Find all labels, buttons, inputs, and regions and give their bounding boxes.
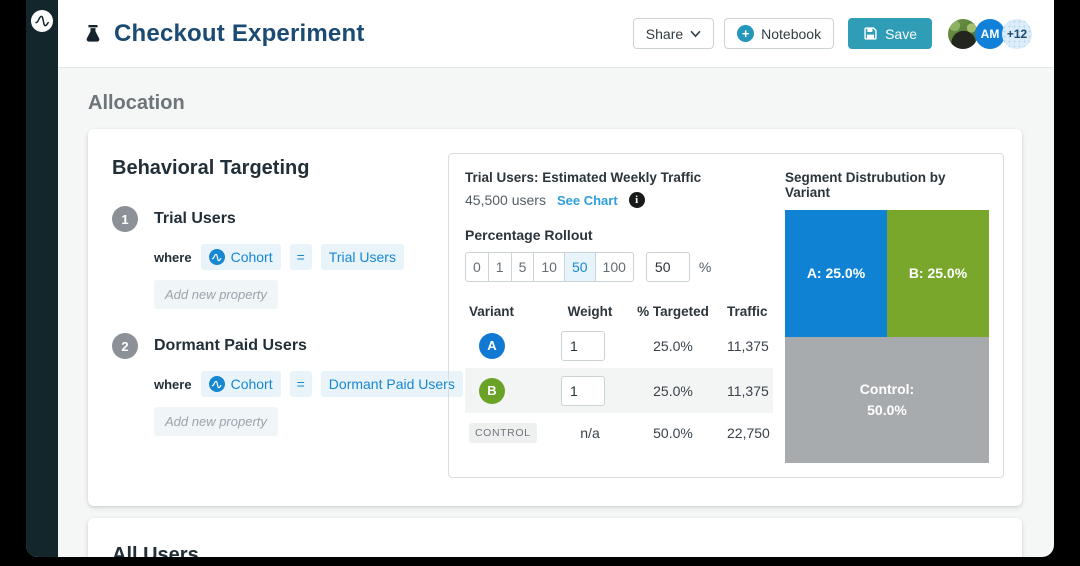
- users-count: 45,500 users: [465, 192, 546, 208]
- segment-number-badge: 2: [112, 333, 138, 359]
- chevron-down-icon: [690, 30, 701, 38]
- header-weight: Weight: [567, 303, 613, 319]
- save-label: Save: [885, 25, 917, 42]
- where-clause: where Cohort = Trial Users: [154, 244, 448, 270]
- allocation-section-title: Allocation: [88, 92, 185, 114]
- header-variant: Variant: [469, 303, 515, 319]
- all-users-card: All Users: [88, 518, 1022, 557]
- control-weight: n/a: [580, 425, 600, 441]
- rollout-option-5[interactable]: 5: [510, 252, 535, 282]
- all-users-title: All Users: [112, 544, 199, 557]
- segment-name: Dormant Paid Users: [154, 337, 307, 354]
- segment-dormant-paid-users: 2 Dormant Paid Users where: [112, 333, 463, 436]
- title-wrap: Checkout Experiment: [82, 20, 365, 48]
- segment-trial-users: 1 Trial Users where Co: [112, 206, 448, 309]
- traffic-panel: Trial Users: Estimated Weekly Traffic 45…: [448, 153, 1004, 478]
- notebook-label: Notebook: [761, 25, 822, 42]
- content-area: Allocation Behavioral Targeting 1 Trial …: [58, 68, 1054, 557]
- traffic-users-row: 45,500 users See Chart i: [465, 192, 773, 208]
- property-chip[interactable]: Cohort: [200, 244, 281, 270]
- treemap-segment-control: Control: 50.0%: [785, 336, 989, 463]
- segment-header: 1 Trial Users: [112, 206, 448, 232]
- variant-table: Variant Weight % Targeted Traffic A 25.0…: [465, 299, 773, 453]
- segment-header: 2 Dormant Paid Users: [112, 333, 448, 359]
- percent-sign: %: [698, 259, 712, 275]
- operator-chip[interactable]: =: [289, 371, 312, 397]
- treemap-control-label: Control: 50.0%: [859, 381, 915, 418]
- targeting-card-title: Behavioral Targeting: [112, 157, 310, 179]
- traffic-value: 22,750: [727, 425, 770, 441]
- segment-number-badge: 1: [112, 206, 138, 232]
- rollout-label: Percentage Rollout: [465, 227, 593, 243]
- behavioral-targeting-card: Behavioral Targeting 1 Trial Users where: [88, 129, 1022, 506]
- targeted-value: 25.0%: [653, 382, 693, 399]
- rollout-option-100[interactable]: 100: [594, 252, 634, 282]
- traffic-value: 11,375: [727, 382, 769, 399]
- save-button[interactable]: Save: [848, 18, 932, 49]
- amplitude-logo-icon[interactable]: [31, 10, 53, 32]
- weight-input-a[interactable]: [561, 330, 605, 361]
- cohort-icon: [208, 376, 225, 392]
- treemap-top-row: A: 25.0% B: 25.0%: [785, 210, 989, 337]
- info-icon[interactable]: i: [628, 192, 645, 208]
- traffic-panel-left: Trial Users: Estimated Weekly Traffic 45…: [465, 168, 773, 463]
- see-chart-link[interactable]: See Chart: [556, 192, 618, 208]
- value-chip[interactable]: Dormant Paid Users: [320, 371, 463, 397]
- share-button[interactable]: Share: [632, 18, 715, 49]
- app-window: Checkout Experiment Share + Notebook: [26, 0, 1054, 557]
- rollout-option-10[interactable]: 10: [533, 252, 565, 282]
- add-new-property-button[interactable]: Add new property: [154, 280, 278, 309]
- floppy-disk-icon: [863, 26, 878, 41]
- rollout-custom-input[interactable]: [645, 252, 690, 282]
- property-chip[interactable]: Cohort: [200, 371, 281, 397]
- notebook-button[interactable]: + Notebook: [724, 18, 835, 49]
- treemap-segment-a: A: 25.0%: [785, 210, 887, 337]
- user-photo-avatar[interactable]: [948, 18, 978, 49]
- avatar-group: AM +12: [948, 18, 1032, 49]
- where-label: where: [154, 376, 192, 392]
- where-clause: where Cohort = Dormant Paid Users: [154, 371, 463, 397]
- operator-chip[interactable]: =: [289, 244, 312, 270]
- control-badge: CONTROL: [469, 423, 537, 443]
- header-targeted: % Targeted: [637, 303, 709, 319]
- traffic-value: 11,375: [727, 337, 769, 354]
- rollout-option-1[interactable]: 1: [487, 252, 512, 282]
- flask-icon: [82, 23, 104, 45]
- table-row-variant-b: B 25.0% 11,375: [465, 368, 773, 413]
- property-label: Cohort: [230, 249, 273, 265]
- rollout-controls: 0 1 5 10 50 100 %: [465, 252, 773, 282]
- plus-circle-icon: +: [737, 25, 755, 42]
- left-nav-rail: [26, 0, 58, 557]
- treemap-title: Segment Distrubution by Variant: [785, 170, 946, 200]
- rollout-option-50[interactable]: 50: [563, 252, 596, 282]
- header-actions: Share + Notebook: [632, 18, 1032, 49]
- cohort-icon: [208, 249, 225, 265]
- targeted-value: 50.0%: [653, 425, 693, 441]
- traffic-panel-title: Trial Users: Estimated Weekly Traffic: [465, 170, 702, 185]
- share-label: Share: [645, 25, 684, 42]
- header-traffic: Traffic: [727, 303, 768, 319]
- treemap-segment-b: B: 25.0%: [887, 210, 989, 337]
- targeting-segments-column: Behavioral Targeting 1 Trial Users where: [108, 153, 463, 506]
- targeted-value: 25.0%: [653, 337, 693, 354]
- user-initials-avatar[interactable]: AM: [975, 18, 1005, 49]
- table-row-control: CONTROL n/a 50.0% 22,750: [465, 413, 773, 453]
- rollout-option-0[interactable]: 0: [465, 252, 489, 282]
- where-label: where: [154, 249, 192, 265]
- weight-input-b[interactable]: [561, 375, 605, 406]
- segment-name: Trial Users: [154, 210, 236, 227]
- page-title: Checkout Experiment: [114, 19, 365, 47]
- table-row-variant-a: A 25.0% 11,375: [465, 323, 773, 368]
- page-header: Checkout Experiment Share + Notebook: [58, 0, 1054, 68]
- segment-distribution-treemap: A: 25.0% B: 25.0% Control: 50.0%: [785, 210, 989, 463]
- variant-a-badge: A: [479, 332, 505, 359]
- treemap-column: Segment Distrubution by Variant A: 25.0%…: [785, 168, 989, 463]
- variant-table-header: Variant Weight % Targeted Traffic: [465, 299, 773, 323]
- property-label: Cohort: [230, 376, 273, 392]
- add-new-property-button[interactable]: Add new property: [154, 407, 278, 436]
- avatar-overflow-badge[interactable]: +12: [1002, 18, 1032, 49]
- main-area: Checkout Experiment Share + Notebook: [58, 0, 1054, 557]
- value-chip[interactable]: Trial Users: [320, 244, 404, 270]
- variant-b-badge: B: [479, 377, 505, 404]
